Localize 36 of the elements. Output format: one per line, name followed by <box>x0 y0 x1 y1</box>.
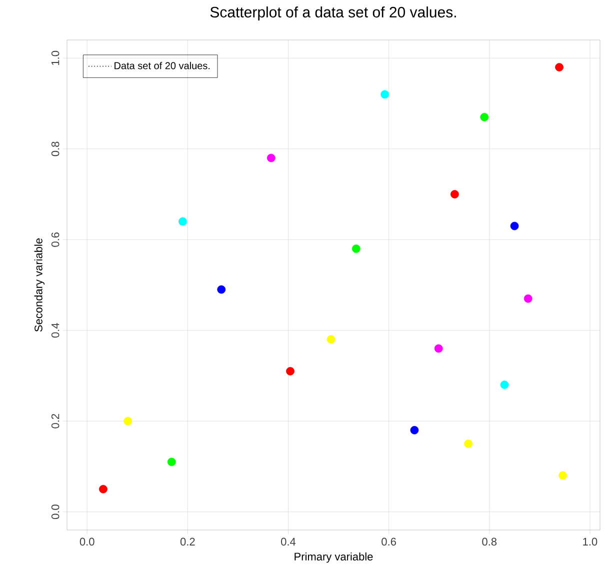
x-tick-label: 0.4 <box>281 538 296 546</box>
point <box>326 335 336 344</box>
chart-title: Scatterplot of a data set of 20 values. <box>210 6 456 20</box>
y-tick-label: 0.2 <box>51 414 60 428</box>
x-tick-label: 0.6 <box>382 538 396 546</box>
point <box>178 217 187 226</box>
y-tick-label: 0.4 <box>51 323 60 338</box>
point <box>410 426 419 434</box>
y-tick-label: 0.0 <box>51 504 60 520</box>
point <box>99 484 108 494</box>
point <box>464 440 472 448</box>
point <box>266 154 276 162</box>
x-axis-title: Primary variable <box>294 552 373 563</box>
point <box>500 380 509 389</box>
point <box>286 366 294 376</box>
point <box>380 90 389 99</box>
x-tick-label: 1.0 <box>583 538 598 546</box>
point <box>555 63 564 72</box>
x-tick-label: 0.2 <box>180 538 195 546</box>
point <box>450 190 459 198</box>
y-tick-label: 0.6 <box>51 232 60 247</box>
point <box>124 416 132 426</box>
point <box>558 471 567 480</box>
point <box>510 222 519 230</box>
point <box>217 285 226 294</box>
y-tick-label: 1.0 <box>51 50 60 65</box>
point <box>524 294 532 303</box>
point <box>480 112 489 122</box>
y-tick-label: 0.8 <box>51 142 60 156</box>
point <box>167 458 176 466</box>
point <box>434 344 443 353</box>
x-tick-label: 0.8 <box>482 538 497 546</box>
point <box>352 244 360 253</box>
x-tick-label: 0.0 <box>80 538 94 546</box>
text: Data set of 20 values. <box>114 62 210 70</box>
y-axis-title: Secondary variable <box>34 238 45 332</box>
